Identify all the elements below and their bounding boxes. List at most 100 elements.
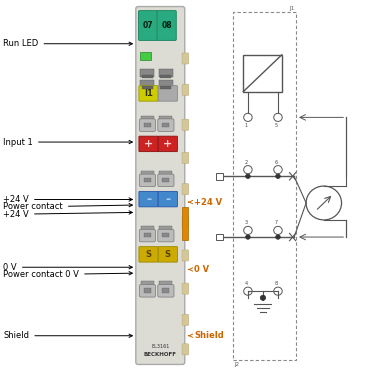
Circle shape bbox=[244, 226, 252, 234]
FancyBboxPatch shape bbox=[139, 119, 156, 131]
Bar bbox=[142, 75, 153, 78]
Text: Shield: Shield bbox=[189, 331, 224, 340]
Text: 7: 7 bbox=[274, 220, 278, 225]
Bar bbox=[141, 226, 154, 232]
Text: 2: 2 bbox=[244, 160, 248, 164]
Bar bbox=[140, 69, 154, 77]
Text: 07: 07 bbox=[143, 21, 154, 30]
Text: Run LED: Run LED bbox=[3, 39, 132, 48]
FancyBboxPatch shape bbox=[139, 11, 158, 40]
Text: J1: J1 bbox=[289, 6, 294, 11]
Bar bbox=[144, 233, 151, 237]
FancyBboxPatch shape bbox=[139, 136, 158, 152]
Text: 3: 3 bbox=[244, 220, 248, 225]
FancyBboxPatch shape bbox=[158, 247, 177, 262]
Bar bbox=[243, 55, 282, 92]
Text: J2: J2 bbox=[234, 362, 239, 367]
Text: +24 V: +24 V bbox=[3, 195, 132, 204]
Text: 0 V: 0 V bbox=[189, 265, 209, 274]
FancyBboxPatch shape bbox=[139, 174, 156, 187]
Text: 4: 4 bbox=[244, 281, 248, 286]
Bar bbox=[141, 115, 154, 121]
FancyBboxPatch shape bbox=[182, 217, 189, 228]
FancyBboxPatch shape bbox=[158, 285, 174, 297]
Text: +24 V: +24 V bbox=[189, 198, 222, 207]
Bar bbox=[163, 122, 169, 127]
Bar bbox=[163, 233, 169, 237]
Bar bbox=[161, 86, 171, 89]
FancyBboxPatch shape bbox=[182, 53, 189, 64]
Circle shape bbox=[274, 113, 282, 121]
FancyBboxPatch shape bbox=[182, 344, 189, 355]
FancyBboxPatch shape bbox=[182, 250, 189, 261]
Bar bbox=[141, 281, 154, 287]
FancyBboxPatch shape bbox=[139, 247, 158, 262]
FancyBboxPatch shape bbox=[139, 285, 156, 297]
Text: +: + bbox=[144, 139, 153, 149]
Text: EL3161: EL3161 bbox=[151, 344, 170, 349]
Text: BECKHOFF: BECKHOFF bbox=[144, 352, 177, 357]
Bar bbox=[216, 234, 223, 240]
FancyBboxPatch shape bbox=[158, 229, 174, 242]
Bar bbox=[159, 69, 173, 77]
Bar bbox=[163, 178, 169, 182]
Bar bbox=[144, 178, 151, 182]
Bar bbox=[140, 52, 151, 60]
Circle shape bbox=[274, 165, 282, 174]
Circle shape bbox=[244, 287, 252, 295]
FancyBboxPatch shape bbox=[182, 152, 189, 163]
Circle shape bbox=[246, 235, 250, 239]
Circle shape bbox=[260, 295, 266, 301]
Circle shape bbox=[244, 113, 252, 121]
Text: I1: I1 bbox=[144, 89, 153, 98]
Text: 8: 8 bbox=[274, 281, 278, 286]
FancyBboxPatch shape bbox=[157, 11, 176, 40]
FancyBboxPatch shape bbox=[182, 84, 189, 95]
Text: Power contact 0 V: Power contact 0 V bbox=[3, 270, 132, 279]
Text: 08: 08 bbox=[161, 21, 172, 30]
Circle shape bbox=[306, 186, 341, 220]
FancyBboxPatch shape bbox=[182, 314, 189, 325]
Bar bbox=[159, 226, 172, 232]
Circle shape bbox=[275, 235, 280, 239]
Bar bbox=[144, 288, 151, 293]
FancyBboxPatch shape bbox=[158, 174, 174, 187]
Circle shape bbox=[274, 226, 282, 234]
Bar bbox=[182, 207, 188, 240]
Bar bbox=[141, 171, 154, 177]
Circle shape bbox=[246, 174, 250, 178]
FancyBboxPatch shape bbox=[182, 184, 189, 195]
Text: Input 1: Input 1 bbox=[3, 138, 132, 147]
FancyBboxPatch shape bbox=[182, 119, 189, 130]
Bar bbox=[161, 75, 171, 78]
Bar bbox=[216, 173, 223, 180]
FancyBboxPatch shape bbox=[139, 86, 158, 101]
Text: 0 V: 0 V bbox=[3, 263, 132, 272]
FancyBboxPatch shape bbox=[182, 283, 189, 294]
Text: Power contact: Power contact bbox=[3, 202, 132, 211]
Bar bbox=[163, 288, 169, 293]
FancyBboxPatch shape bbox=[139, 191, 158, 207]
Bar bbox=[159, 80, 173, 88]
Bar bbox=[159, 171, 172, 177]
Circle shape bbox=[274, 287, 282, 295]
Text: 6: 6 bbox=[274, 160, 278, 164]
Text: 1: 1 bbox=[244, 123, 248, 128]
Circle shape bbox=[275, 174, 280, 178]
FancyBboxPatch shape bbox=[139, 229, 156, 242]
Text: 5: 5 bbox=[274, 123, 278, 128]
FancyBboxPatch shape bbox=[158, 86, 177, 101]
Bar bbox=[144, 122, 151, 127]
Text: Shield: Shield bbox=[3, 331, 132, 340]
Circle shape bbox=[244, 165, 252, 174]
Bar bbox=[140, 80, 154, 88]
Text: -: - bbox=[165, 193, 170, 206]
Text: S: S bbox=[165, 250, 171, 259]
FancyBboxPatch shape bbox=[158, 191, 177, 207]
Text: +: + bbox=[163, 139, 172, 149]
FancyBboxPatch shape bbox=[136, 7, 185, 364]
FancyBboxPatch shape bbox=[158, 136, 177, 152]
Text: S: S bbox=[146, 250, 152, 259]
Bar bbox=[159, 281, 172, 287]
Bar bbox=[142, 86, 153, 89]
